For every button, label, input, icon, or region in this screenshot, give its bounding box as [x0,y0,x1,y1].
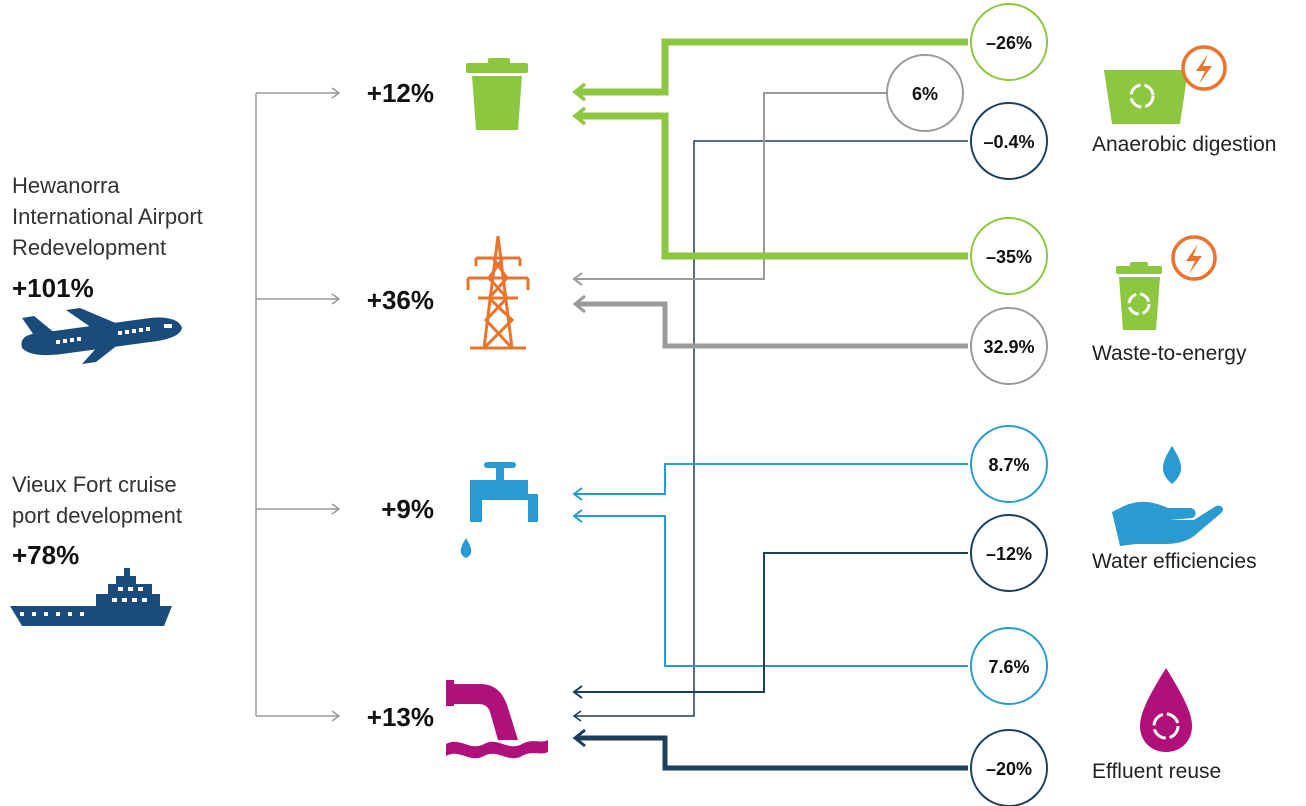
impact-value: –12% [986,544,1032,564]
demand-energy-pct: +36% [366,285,434,315]
driver-bracket [255,87,341,722]
driver-airport-line: Hewanorra [12,173,120,198]
impact-circle [970,514,1048,592]
impact-circle [970,102,1048,180]
connector-8_7 [575,463,968,495]
demand-effluent-pct: +13% [366,702,434,732]
ship-icon [10,568,172,626]
connector-6 [575,92,886,280]
impact-value: 6% [912,84,938,104]
impact-value: –0.4% [983,132,1034,152]
driver-port-name: Vieux Fort cruise port development [12,469,182,531]
connector-neg0_4 [575,140,968,717]
airplane-icon [21,308,183,364]
connector-neg35 [577,112,968,260]
impact-value: –20% [986,759,1032,779]
connector-7_6 [575,515,968,667]
impact-value: –26% [986,33,1032,53]
water-tap-icon [460,462,538,558]
solution-effluent-reuse-label: Effluent reuse [1092,760,1222,783]
impact-value: 32.9% [983,337,1034,357]
driver-port-line: Vieux Fort cruise [12,472,177,497]
impact-circle [970,425,1048,503]
demand-water-pct: +9% [381,494,434,524]
power-pylon-icon [466,235,530,350]
effluent-pipe-icon [446,680,548,759]
solution-water-efficiencies-label: Water efficiencies [1092,550,1257,573]
water-hand-icon [1112,446,1223,546]
impact-circle [886,54,964,132]
solution-waste-energy-label: Waste-to-energy [1092,342,1247,365]
driver-port-pct: +78% [12,540,80,570]
impact-circle [970,217,1048,295]
connector-lines [572,38,968,771]
impact-value: 7.6% [988,657,1029,677]
demand-waste-pct: +12% [366,78,434,108]
trash-bin-icon [466,58,528,130]
driver-airport-line: Redevelopment [12,235,167,260]
driver-airport-line: International Airport [12,204,203,229]
driver-airport-pct: +101% [12,273,94,303]
waste-to-energy-icon [1116,235,1217,330]
connector-neg20 [577,735,968,771]
impact-circle [970,729,1048,806]
effluent-drop-icon [1140,668,1192,752]
impact-circle [970,3,1048,81]
driver-airport-name: Hewanorra International Airport Redevelo… [12,170,203,263]
connector-32_9 [577,301,968,349]
connector-neg12 [575,552,968,693]
impact-value: 8.7% [988,455,1029,475]
connector-neg26 [577,38,968,96]
impact-circles: –26% 6% –0.4% –35% 32.9% 8.7% –12% 7.6% –20% [886,3,1048,806]
solution-anaerobic-label: Anaerobic digestion [1092,133,1277,156]
anaerobic-digester-icon [1104,45,1227,124]
impact-circle [970,627,1048,705]
driver-port-line: port development [12,503,182,528]
impact-circle [970,307,1048,385]
impact-value: –35% [986,247,1032,267]
